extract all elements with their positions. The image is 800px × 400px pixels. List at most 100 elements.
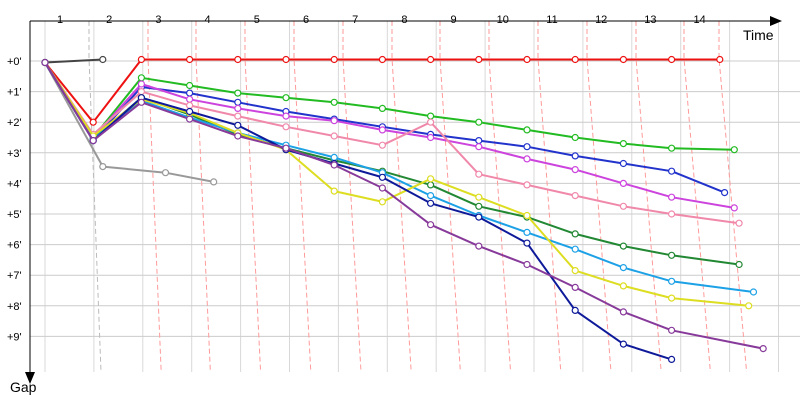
series-line: [44, 62, 214, 183]
data-point: [234, 98, 242, 106]
data-point: [619, 308, 628, 316]
data-point: [378, 55, 386, 64]
data-point: [234, 55, 242, 64]
dashed-guide-line: [537, 21, 562, 373]
dashed-guide-line: [718, 21, 748, 373]
x-tick-label: 8: [401, 14, 407, 26]
data-point: [619, 55, 628, 64]
grid-lines: [30, 21, 800, 372]
x-tick-label: 10: [497, 14, 509, 26]
series-line: [44, 61, 735, 151]
data-point: [378, 198, 386, 206]
x-tick-label: 7: [352, 14, 358, 26]
y-tick-label: +8': [7, 301, 22, 313]
data-point: [619, 340, 628, 348]
series-line: [44, 58, 720, 124]
data-point: [186, 55, 194, 64]
data-point: [282, 144, 290, 152]
data-point: [186, 95, 194, 103]
data-point: [749, 288, 758, 296]
data-point: [427, 221, 435, 229]
y-tick-label: +6': [7, 240, 22, 252]
y-tick-label: +2': [7, 117, 22, 129]
y-axis-title: Gap: [10, 379, 37, 395]
data-point: [571, 306, 579, 314]
data-point: [667, 294, 676, 302]
dashed-guide-line: [342, 21, 362, 373]
data-point: [427, 199, 435, 207]
data-point: [186, 89, 194, 97]
data-point: [378, 184, 386, 192]
data-point: [186, 101, 194, 110]
data-point: [282, 94, 290, 102]
dashed-guide-line: [147, 21, 162, 373]
dashed-guide-line: [195, 21, 211, 373]
x-tick-label: 2: [106, 14, 112, 26]
x-tick-label: 9: [451, 14, 457, 26]
data-point: [234, 104, 242, 113]
data-point: [571, 245, 579, 253]
data-point: [523, 260, 531, 269]
data-point: [523, 181, 531, 189]
data-point: [667, 167, 676, 175]
series-lines: [41, 55, 767, 363]
data-point: [759, 345, 767, 353]
data-point: [186, 81, 194, 90]
x-tick-label: 6: [303, 14, 309, 26]
dashed-guide-line: [586, 21, 612, 373]
x-tick-label: 12: [595, 14, 607, 26]
data-point: [330, 98, 338, 106]
data-point: [427, 133, 435, 142]
data-point: [89, 118, 97, 126]
series-line: [44, 58, 103, 64]
data-point: [571, 166, 579, 174]
data-point: [667, 277, 676, 285]
data-point: [89, 137, 97, 145]
dashed-guide-line: [244, 21, 262, 373]
data-point: [667, 355, 676, 363]
data-point: [282, 123, 290, 131]
data-point: [210, 178, 218, 186]
data-point: [186, 107, 194, 116]
data-point: [523, 55, 531, 64]
y-tick-label: +7': [7, 270, 22, 282]
data-point: [619, 282, 628, 290]
data-point: [427, 192, 435, 200]
data-point: [571, 267, 579, 275]
data-point: [234, 112, 242, 120]
dashed-guide-line: [391, 21, 412, 373]
y-axis-arrow: [25, 372, 35, 384]
data-point: [137, 98, 145, 106]
data-point: [330, 117, 338, 125]
data-point: [330, 187, 338, 195]
y-tick-label: +3': [7, 148, 22, 160]
dashed-guide-line: [293, 21, 312, 373]
data-point: [427, 181, 435, 189]
x-tick-label: 4: [205, 14, 211, 26]
y-tick-label: +1': [7, 87, 22, 99]
data-point: [330, 153, 338, 161]
x-axis-title: Time: [743, 27, 774, 43]
data-point: [475, 242, 483, 250]
series-line: [44, 61, 672, 361]
data-point: [619, 202, 628, 210]
data-point: [378, 104, 386, 113]
dashed-guide-line: [683, 21, 711, 373]
y-tick-label: +5': [7, 209, 22, 221]
y-tick-label: +4': [7, 178, 22, 190]
data-point: [475, 193, 483, 201]
dashed-guide-line: [88, 21, 102, 373]
data-point: [427, 118, 435, 126]
data-point: [730, 204, 738, 212]
data-point: [99, 163, 107, 171]
data-point: [667, 210, 676, 218]
data-point: [99, 55, 107, 64]
data-point: [716, 55, 724, 64]
data-point: [475, 143, 483, 151]
data-point: [427, 55, 435, 64]
data-point: [330, 55, 338, 64]
data-point: [619, 264, 628, 272]
dashed-guide-line: [488, 21, 512, 373]
data-point: [378, 126, 386, 134]
